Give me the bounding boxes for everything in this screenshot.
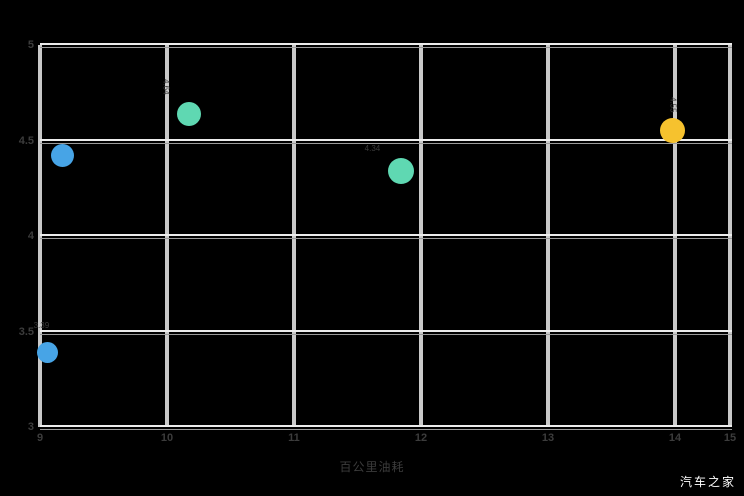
y-tick-label: 5 bbox=[27, 39, 34, 51]
y-tick-label: 3.5 bbox=[18, 326, 34, 338]
v-gridline bbox=[546, 45, 550, 427]
h-gridline bbox=[40, 234, 732, 239]
v-gridline bbox=[673, 45, 677, 427]
x-tick-label: 13 bbox=[541, 432, 555, 444]
y-tick-label: 4.5 bbox=[18, 135, 34, 147]
point-label: 4.34 bbox=[364, 144, 381, 154]
y-tick-label: 3 bbox=[27, 421, 34, 433]
scatter-point[interactable] bbox=[387, 158, 414, 185]
v-gridline bbox=[292, 45, 296, 427]
x-tick-label: 12 bbox=[414, 432, 428, 444]
point-label: 4.55 bbox=[668, 96, 678, 113]
point-label: 3.39 bbox=[33, 320, 50, 330]
watermark-autohome: 汽车之家 bbox=[679, 475, 736, 489]
scatter-point[interactable] bbox=[51, 144, 75, 168]
v-gridline bbox=[38, 45, 42, 427]
h-gridline bbox=[40, 330, 732, 335]
scatter-point[interactable] bbox=[659, 118, 685, 144]
h-gridline bbox=[40, 425, 732, 430]
x-tick-label: 10 bbox=[160, 432, 174, 444]
v-gridline bbox=[728, 45, 732, 427]
scatter-point[interactable] bbox=[37, 342, 59, 363]
scatter-point[interactable] bbox=[176, 101, 201, 126]
h-gridline bbox=[40, 139, 732, 144]
x-tick-label: 14 bbox=[668, 432, 682, 444]
h-gridline bbox=[40, 43, 732, 48]
x-axis-title: 百公里油耗 bbox=[339, 460, 405, 474]
v-gridline bbox=[419, 45, 423, 427]
x-tick-label: 11 bbox=[288, 432, 300, 444]
x-tick-label: 15 bbox=[723, 432, 737, 444]
x-tick-label: 9 bbox=[36, 432, 44, 444]
v-gridline bbox=[165, 45, 169, 427]
point-label: 4.64 bbox=[161, 78, 171, 95]
y-tick-label: 4 bbox=[27, 230, 34, 242]
